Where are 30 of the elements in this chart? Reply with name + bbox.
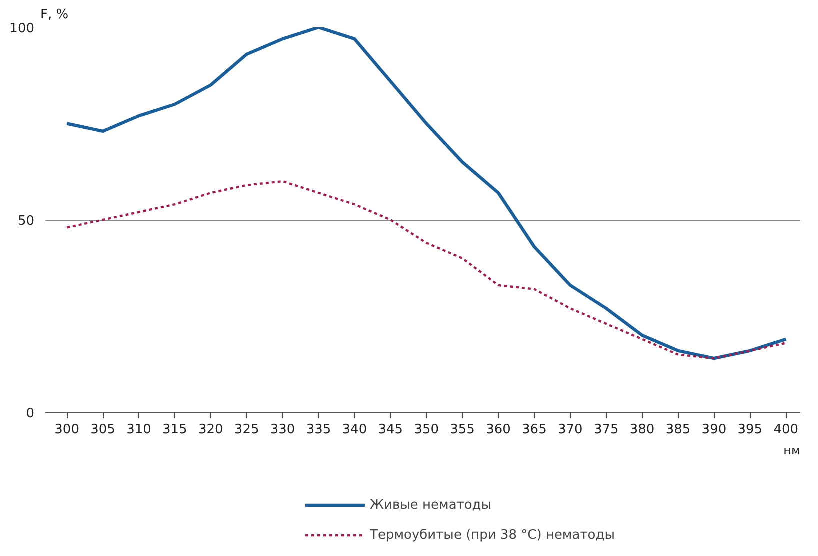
x-tick-label: 375 — [594, 422, 619, 438]
x-tick-label: 330 — [270, 422, 296, 438]
x-tick-label: 310 — [126, 422, 152, 438]
x-tick-label: 350 — [414, 422, 440, 438]
x-tick-label: 365 — [522, 422, 547, 438]
legend-label: Живые нематоды — [370, 498, 492, 512]
line-series — [66, 180, 788, 360]
x-tick-label: 325 — [234, 422, 260, 438]
x-tick-label: 395 — [738, 422, 763, 438]
x-tick-label: 320 — [198, 422, 224, 438]
x-tick-label: 305 — [90, 422, 116, 438]
y-tick-label: 100 — [10, 22, 35, 36]
legend-label: Термоубитые (при 38 °C) нематоды — [370, 528, 615, 542]
x-tick-label: 400 — [774, 422, 799, 438]
y-tick-label: 0 — [26, 406, 35, 422]
x-tick-label: 380 — [630, 422, 655, 438]
x-tick-label: 390 — [702, 422, 727, 438]
x-tick-label: 385 — [666, 422, 691, 438]
x-tick-label: 340 — [342, 422, 368, 438]
x-tick-label: 315 — [162, 422, 188, 438]
y-axis-title: F, % — [40, 8, 69, 22]
line-series — [65, 28, 788, 360]
x-tick-label: 335 — [306, 422, 332, 438]
x-tick-label: 300 — [54, 422, 80, 438]
x-axis-title: нм — [784, 444, 801, 458]
x-tick-label: 355 — [450, 422, 475, 438]
x-tick-label: 370 — [558, 422, 583, 438]
x-tick-label: 345 — [378, 422, 404, 438]
y-tick-label: 50 — [18, 214, 35, 229]
x-tick-label: 360 — [486, 422, 511, 438]
